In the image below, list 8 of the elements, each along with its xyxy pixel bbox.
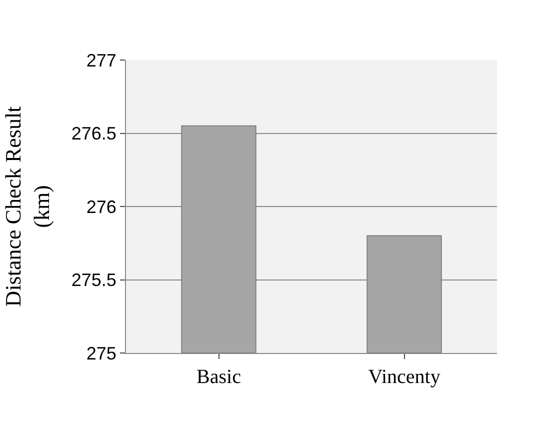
y-tick-label: 276.5 bbox=[71, 124, 116, 144]
y-tick-label: 275.5 bbox=[71, 270, 116, 290]
y-tick-label: 276 bbox=[86, 196, 116, 217]
y-tick-label: 275 bbox=[86, 343, 116, 364]
x-tick-label: Basic bbox=[196, 366, 242, 388]
y-tick-label: 277 bbox=[86, 50, 116, 70]
x-tick-label: Vincenty bbox=[368, 366, 440, 388]
y-axis-title: Distance Check Result (km) bbox=[0, 106, 54, 307]
